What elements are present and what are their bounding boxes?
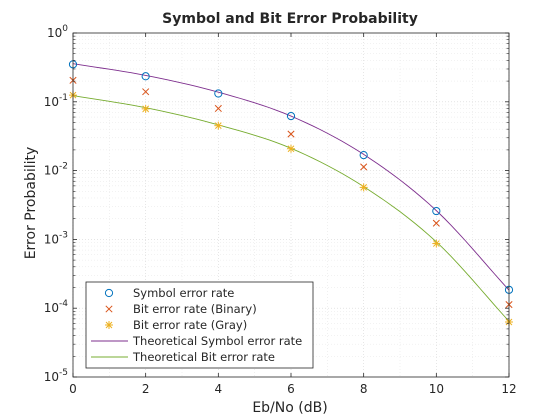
- series-2-point-stroke: [432, 219, 440, 227]
- series-1-point: [214, 89, 223, 98]
- legend: Symbol error rate Bit error rate (Binary)…: [85, 281, 314, 369]
- series-4-line: [72, 63, 510, 291]
- series-3-point-stroke: [142, 105, 150, 113]
- series-2-point-stroke: [214, 104, 222, 113]
- legend-entry-1-swatch: [104, 288, 114, 298]
- legend-entry-3-label: Bit error rate (Gray): [133, 318, 247, 332]
- series-2-point: [142, 88, 150, 96]
- legend-entry-5-label: Theoretical Bit error rate: [132, 350, 275, 364]
- series-2-point: [287, 130, 295, 138]
- y-tick-label: 10-2: [44, 162, 68, 178]
- series-3-point: [432, 239, 441, 248]
- series-layer: [68, 60, 514, 327]
- series-3-point-stroke: [287, 145, 295, 153]
- series-1-point: [359, 150, 368, 160]
- x-tick-label: 0: [69, 382, 77, 396]
- legend-entry-2-swatch: [105, 305, 113, 313]
- series-3-point: [287, 144, 295, 153]
- series-1-point: [286, 111, 296, 121]
- chart-title: Symbol and Bit Error Probability: [162, 11, 418, 27]
- y-axis-label: Error Probability: [23, 147, 39, 260]
- series-1-point: [141, 72, 150, 81]
- y-tick-label: 10-5: [44, 368, 68, 384]
- series-2-point-stroke: [287, 130, 295, 138]
- legend-box: [85, 281, 314, 369]
- series-2-point-stroke: [360, 163, 368, 171]
- legend-entry-2-swatch-stroke: [105, 305, 113, 313]
- x-tick-label: 4: [215, 382, 223, 396]
- series-2-point: [360, 163, 368, 171]
- series-3-point: [141, 104, 150, 113]
- series-3-point: [359, 183, 368, 192]
- x-tick-label: 10: [429, 382, 444, 396]
- legend-entry-2-label: Bit error rate (Binary): [133, 302, 257, 316]
- series-3-point-stroke: [360, 184, 368, 191]
- series-2-point: [214, 104, 222, 113]
- axes: 0 2 4 6 8 10 12 100 10-1 10-2 10-3 10-4 10-5: [44, 24, 517, 396]
- series-1-point: [432, 206, 441, 216]
- x-axis-label: Eb/No (dB): [252, 400, 327, 416]
- x-tick-label: 8: [360, 382, 368, 396]
- series-2-point: [432, 219, 440, 227]
- y-tick-label: 10-4: [44, 299, 69, 315]
- x-tick-label: 12: [501, 382, 516, 396]
- x-tick-label: 2: [142, 382, 150, 396]
- y-tick-label: 100: [47, 24, 68, 40]
- legend-entry-1-label: Symbol error rate: [133, 286, 234, 300]
- legend-entry-4-label: Theoretical Symbol error rate: [132, 334, 302, 348]
- series-2-point-stroke: [142, 88, 150, 96]
- y-tick-label: 10-3: [44, 230, 68, 246]
- legend-entry-3-swatch: [105, 321, 113, 329]
- legend-entry-3-swatch-stroke: [105, 321, 113, 329]
- x-tick-label: 6: [287, 382, 295, 396]
- series-3-point: [214, 121, 223, 130]
- series-3-point-stroke: [214, 122, 222, 130]
- series-3-point-stroke: [432, 240, 440, 247]
- y-tick-label: 10-1: [44, 93, 68, 109]
